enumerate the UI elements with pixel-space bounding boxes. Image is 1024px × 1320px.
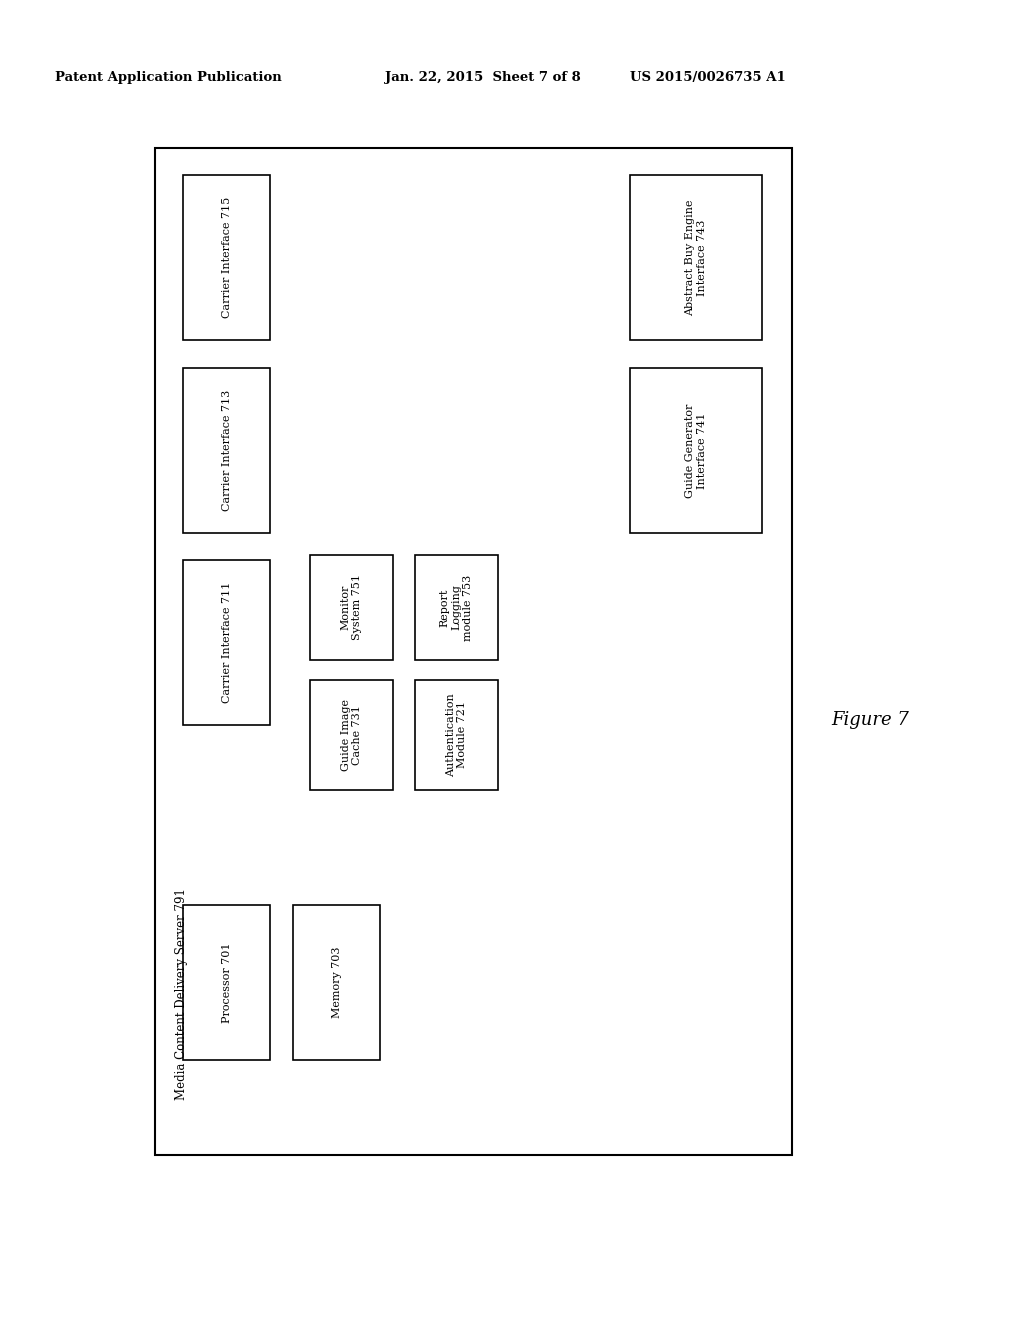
Text: Monitor
System 751: Monitor System 751: [341, 574, 362, 640]
Bar: [183, 368, 270, 533]
Text: Guide Image
Cache 731: Guide Image Cache 731: [341, 700, 362, 771]
Text: Patent Application Publication: Patent Application Publication: [55, 71, 282, 84]
Text: Media Content Delivery Server 791: Media Content Delivery Server 791: [175, 888, 188, 1100]
Bar: [293, 906, 380, 1060]
Bar: [310, 680, 393, 789]
Text: US 2015/0026735 A1: US 2015/0026735 A1: [630, 71, 785, 84]
Bar: [630, 176, 762, 341]
Text: Figure 7: Figure 7: [831, 711, 909, 729]
Text: Carrier Interface 711: Carrier Interface 711: [221, 582, 231, 704]
Text: Authentication
Module 721: Authentication Module 721: [445, 693, 467, 777]
Text: Guide Generator
Interface 741: Guide Generator Interface 741: [685, 404, 707, 498]
Text: Carrier Interface 713: Carrier Interface 713: [221, 389, 231, 511]
Bar: [415, 554, 498, 660]
Bar: [183, 906, 270, 1060]
Text: Report
Logging
module 753: Report Logging module 753: [440, 574, 473, 640]
Bar: [155, 148, 792, 1155]
Text: Abstract Buy Engine
Interface 743: Abstract Buy Engine Interface 743: [685, 199, 707, 315]
Bar: [415, 680, 498, 789]
Bar: [630, 368, 762, 533]
Bar: [310, 554, 393, 660]
Bar: [183, 176, 270, 341]
Text: Jan. 22, 2015  Sheet 7 of 8: Jan. 22, 2015 Sheet 7 of 8: [385, 71, 581, 84]
Text: Carrier Interface 715: Carrier Interface 715: [221, 197, 231, 318]
Text: Memory 703: Memory 703: [332, 946, 341, 1018]
Text: Processor 701: Processor 701: [221, 942, 231, 1023]
Bar: [183, 560, 270, 725]
